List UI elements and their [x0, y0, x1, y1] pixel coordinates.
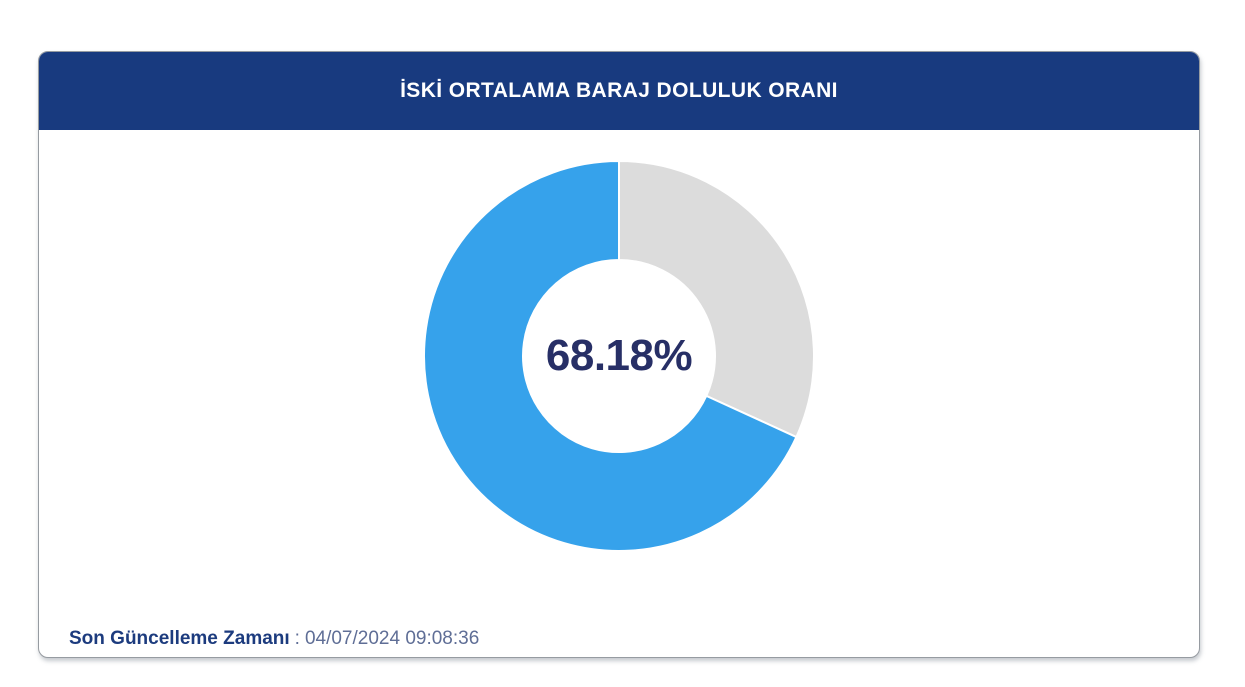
last-update-timestamp: 04/07/2024 09:08:36 — [304, 628, 480, 649]
doughnut-chart[interactable]: 68.18% — [422, 159, 816, 553]
card-body: 68.18% Son Güncelleme Zamanı:04/07/2024 … — [39, 159, 1199, 686]
doughnut-segment-filled[interactable] — [423, 160, 798, 552]
last-update-row: Son Güncelleme Zamanı:04/07/2024 09:08:3… — [69, 628, 479, 650]
doughnut-segment-remaining[interactable] — [618, 160, 815, 439]
doughnut-chart-svg[interactable] — [422, 159, 816, 553]
last-update-separator: : — [294, 628, 300, 649]
card-header: İSKİ ORTALAMA BARAJ DOLULUK ORANI — [39, 52, 1199, 130]
card-title: İSKİ ORTALAMA BARAJ DOLULUK ORANI — [400, 79, 838, 102]
last-update-label: Son Güncelleme Zamanı — [69, 628, 290, 649]
dam-occupancy-card: İSKİ ORTALAMA BARAJ DOLULUK ORANI 68.18%… — [38, 51, 1200, 658]
